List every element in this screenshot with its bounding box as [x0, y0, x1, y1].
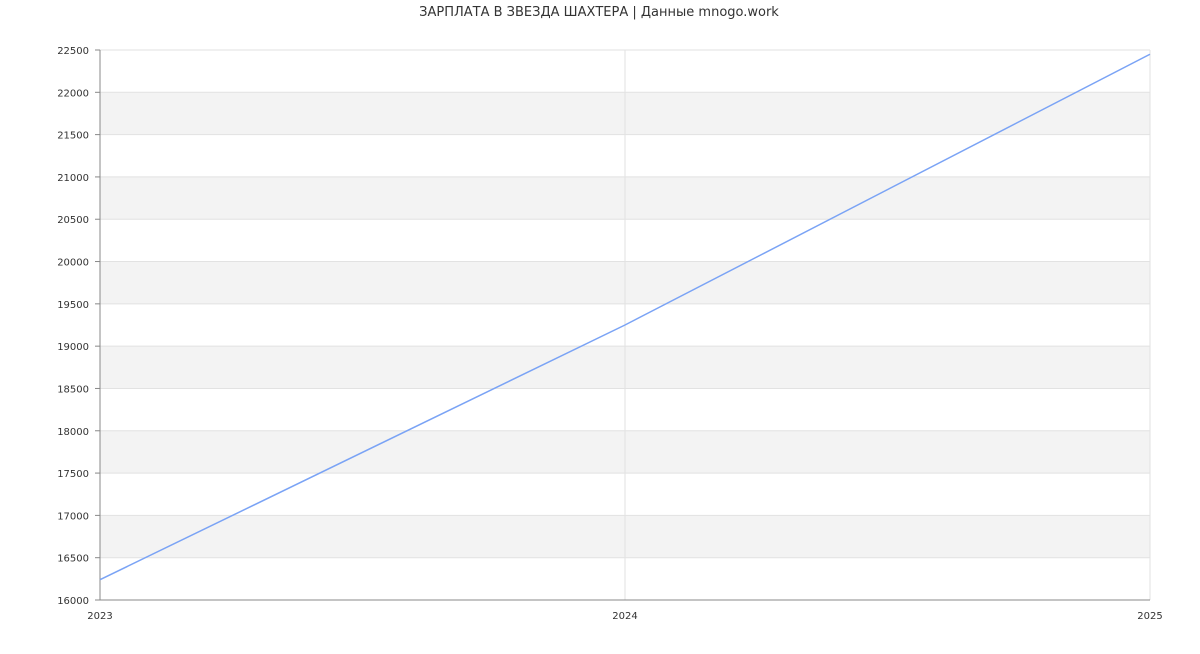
x-tick-label: 2024	[612, 611, 637, 622]
y-tick-label: 22500	[57, 46, 89, 57]
y-tick-label: 16500	[57, 554, 89, 565]
y-tick-label: 20500	[57, 215, 89, 226]
y-tick-label: 19000	[57, 342, 89, 353]
chart-title: ЗАРПЛАТА В ЗВЕЗДА ШАХТЕРА | Данные mnogo…	[419, 5, 779, 20]
series-line	[99, 53, 1151, 581]
y-tick-label: 21000	[57, 173, 89, 184]
y-tick-label: 19500	[57, 300, 89, 311]
y-tick-label: 16000	[57, 596, 89, 607]
y-tick-label: 18500	[57, 384, 89, 395]
y-tick-label: 17500	[57, 469, 89, 480]
y-tick-label: 22000	[57, 88, 89, 99]
y-tick-label: 20000	[57, 258, 89, 269]
x-tick-label: 2023	[87, 611, 112, 622]
y-tick-label: 17000	[57, 511, 89, 522]
x-tick-label: 2025	[1137, 611, 1162, 622]
y-tick-label: 18000	[57, 427, 89, 438]
y-tick-label: 21500	[57, 131, 89, 142]
